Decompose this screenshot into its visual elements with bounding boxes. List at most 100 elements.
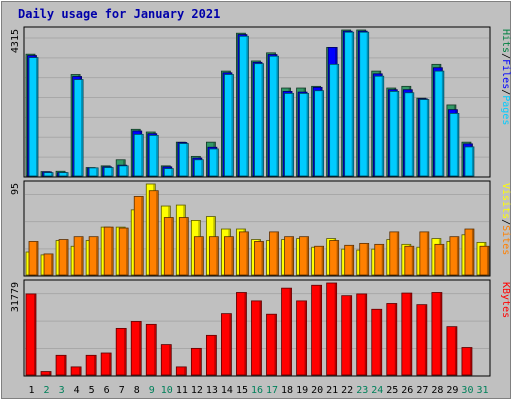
bar-shade: [456, 237, 459, 275]
bar-shade: [64, 355, 66, 375]
bar-shade: [411, 93, 414, 176]
x-tick-label-day-22: 22: [341, 385, 353, 396]
panel-kbytes-max-label: 31779: [10, 282, 21, 312]
bar-visits-sites-day-16: [254, 241, 264, 276]
bar-shade: [396, 91, 399, 176]
bar-kbytes-kbytes-day-19: [296, 300, 307, 376]
bar-hits-pages-day-28: [434, 70, 445, 177]
bar-shade: [306, 237, 309, 275]
bar-shade: [441, 71, 444, 176]
bar-visits-sites-day-31: [479, 245, 490, 276]
bar-shade: [366, 32, 369, 176]
bar-shade: [291, 237, 294, 275]
legend-entry-files: Files: [500, 59, 511, 89]
x-tick-label-day-5: 5: [89, 385, 95, 396]
bar-shade: [336, 241, 339, 275]
bar-kbytes-kbytes-day-18: [281, 287, 292, 376]
bar-shade: [51, 254, 53, 275]
bar-kbytes-kbytes-day-9: [145, 323, 157, 376]
bar-hits-pages-day-4: [73, 79, 84, 177]
x-tick-label-day-14: 14: [221, 385, 233, 396]
bar-kbytes-kbytes-day-29: [446, 326, 458, 376]
x-tick-label-day-30: 30: [461, 385, 473, 396]
x-tick-label-day-9: 9: [149, 385, 155, 396]
bar-kbytes-kbytes-day-17: [266, 313, 277, 376]
bar-shade: [351, 32, 354, 176]
bar-shade: [304, 301, 307, 375]
bar-kbytes-kbytes-day-25: [386, 303, 398, 376]
bar-hits-pages-day-9: [148, 134, 159, 177]
bar-hits-pages-day-27: [419, 99, 430, 177]
bar-hits-pages-day-6: [103, 167, 114, 177]
bar-shade: [471, 147, 474, 176]
bar-shade: [126, 228, 128, 275]
bar-shade: [66, 173, 68, 176]
bar-kbytes-kbytes-day-26: [401, 292, 413, 376]
bar-hits-pages-day-22: [344, 31, 355, 177]
panel-hits-max-label: 4315: [10, 29, 21, 53]
bar-visits-sites-day-18: [284, 236, 294, 276]
legend-entry-sites: Sites: [500, 225, 511, 255]
x-tick-label-day-12: 12: [191, 385, 203, 396]
bar-kbytes-kbytes-day-27: [416, 304, 428, 376]
bar-kbytes-kbytes-day-4: [70, 366, 82, 376]
bar-kbytes-kbytes-day-14: [221, 313, 232, 376]
bar-shade: [229, 314, 231, 375]
x-tick-label-day-11: 11: [176, 385, 188, 396]
bar-hits-pages-day-5: [88, 167, 99, 177]
x-tick-label-day-25: 25: [386, 385, 398, 396]
x-tick-label-day-2: 2: [44, 385, 50, 396]
bar-shade: [141, 196, 143, 275]
bar-hits-pages-day-16: [254, 63, 264, 177]
bar-visits-sites-day-20: [314, 245, 325, 276]
bar-shade: [424, 305, 427, 375]
bar-hits-pages-day-30: [464, 146, 475, 177]
bar-visits-sites-day-19: [299, 236, 309, 276]
x-tick-label-day-10: 10: [161, 385, 173, 396]
x-tick-label-day-6: 6: [104, 385, 110, 396]
bar-shade: [109, 353, 111, 375]
bar-hits-pages-day-24: [374, 75, 385, 177]
bar-shade: [334, 283, 337, 375]
bar-visits-sites-day-1: [28, 241, 39, 276]
bar-shade: [96, 237, 98, 275]
bar-kbytes-kbytes-day-16: [251, 300, 262, 376]
bar-hits-pages-day-18: [284, 93, 294, 177]
bar-shade: [381, 244, 384, 275]
bar-visits-sites-day-22: [344, 244, 355, 276]
x-tick-label-day-29: 29: [446, 385, 458, 396]
bar-shade: [261, 64, 263, 176]
panel-visits: 95 Visits/Sites: [10, 180, 511, 277]
x-tick-label-day-31: 31: [476, 385, 488, 396]
bar-shade: [214, 335, 216, 375]
x-tick-label-day-4: 4: [74, 385, 80, 396]
bar-shade: [141, 134, 143, 176]
bar-shade: [426, 100, 429, 176]
bar-shade: [201, 237, 203, 275]
bar-visits-sites-day-13: [208, 236, 219, 276]
bar-shade: [291, 93, 294, 176]
panel-hits: 4315 Hits/Files/Pages: [10, 26, 511, 178]
bar-shade: [186, 218, 188, 275]
bar-kbytes-kbytes-day-1: [25, 293, 37, 376]
bar-shade: [469, 348, 472, 375]
bar-visits-sites-day-17: [269, 231, 279, 276]
panel-visits-max-label: 95: [10, 183, 21, 195]
series-sites: [28, 190, 490, 276]
bar-kbytes-kbytes-day-21: [326, 282, 338, 376]
bar-visits-sites-day-2: [43, 253, 54, 276]
bar-shade: [276, 232, 279, 275]
legend-entry-kbytes: KBytes: [500, 282, 511, 318]
bar-hits-pages-day-19: [299, 93, 309, 177]
bar-kbytes-kbytes-day-24: [371, 308, 383, 376]
bar-shade: [96, 168, 98, 176]
bar-shade: [111, 227, 113, 275]
bar-kbytes-kbytes-day-23: [356, 293, 368, 376]
bar-shade: [216, 237, 218, 275]
bar-shade: [49, 372, 51, 375]
bar-kbytes-kbytes-day-12: [190, 347, 202, 376]
x-tick-label-day-13: 13: [206, 385, 218, 396]
bar-shade: [244, 292, 246, 375]
